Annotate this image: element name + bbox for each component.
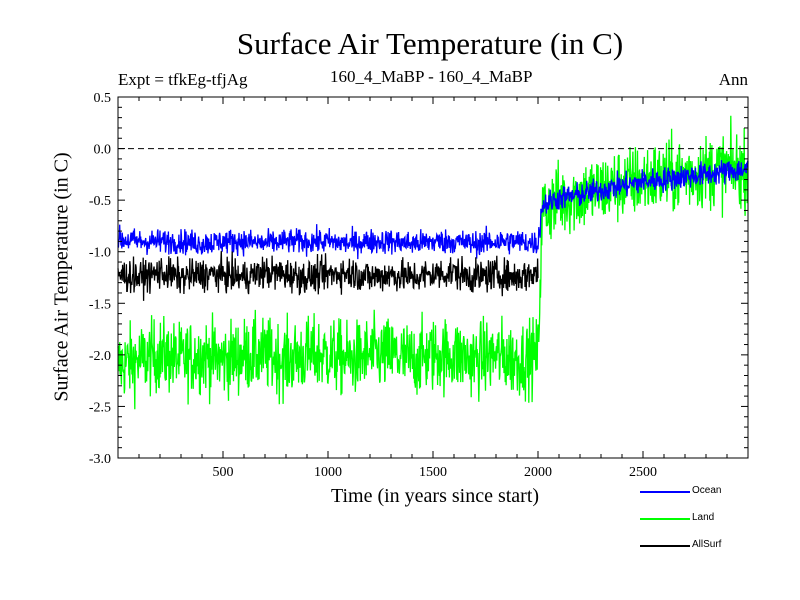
x-tick-label: 1500 xyxy=(419,465,447,480)
series-line-ocean xyxy=(117,160,749,260)
y-tick-label: -0.5 xyxy=(89,194,111,209)
season-label: Ann xyxy=(718,70,748,89)
legend-swatch-ocean xyxy=(640,491,690,493)
y-tick-label: -2.0 xyxy=(89,349,111,364)
y-tick-label: -2.5 xyxy=(89,400,111,415)
legend-label-allsurf: AllSurf xyxy=(692,539,722,550)
y-tick-label: 0.0 xyxy=(94,143,112,158)
x-axis-label: Time (in years since start) xyxy=(330,485,540,507)
legend-label-ocean: Ocean xyxy=(692,485,722,496)
y-tick-label: -3.0 xyxy=(89,452,111,467)
x-tick-label: 1000 xyxy=(314,465,342,480)
experiment-label: Expt = tfkEg-tfjAg xyxy=(118,70,248,89)
legend: Ocean Land AllSurf xyxy=(640,482,800,563)
series-line-land xyxy=(117,115,749,410)
legend-label-land: Land xyxy=(692,512,715,523)
legend-item-allsurf: AllSurf xyxy=(640,536,800,563)
x-tick-label: 500 xyxy=(213,465,234,480)
legend-swatch-allsurf xyxy=(640,545,690,547)
legend-item-land: Land xyxy=(640,509,800,536)
chart-title: Surface Air Temperature (in C) xyxy=(236,26,624,61)
x-tick-label: 2000 xyxy=(524,465,552,480)
series-line-allsurf xyxy=(117,251,539,301)
period-label: 160_4_MaBP - 160_4_MaBP xyxy=(330,67,533,86)
legend-swatch-land xyxy=(640,518,690,520)
y-axis-label: Surface Air Temperature (in C) xyxy=(50,152,73,402)
y-tick-label: -1.0 xyxy=(89,246,111,261)
legend-item-ocean: Ocean xyxy=(640,482,800,509)
x-tick-label: 2500 xyxy=(629,465,657,480)
y-tick-label: -1.5 xyxy=(89,297,111,312)
y-tick-label: 0.5 xyxy=(94,91,112,106)
